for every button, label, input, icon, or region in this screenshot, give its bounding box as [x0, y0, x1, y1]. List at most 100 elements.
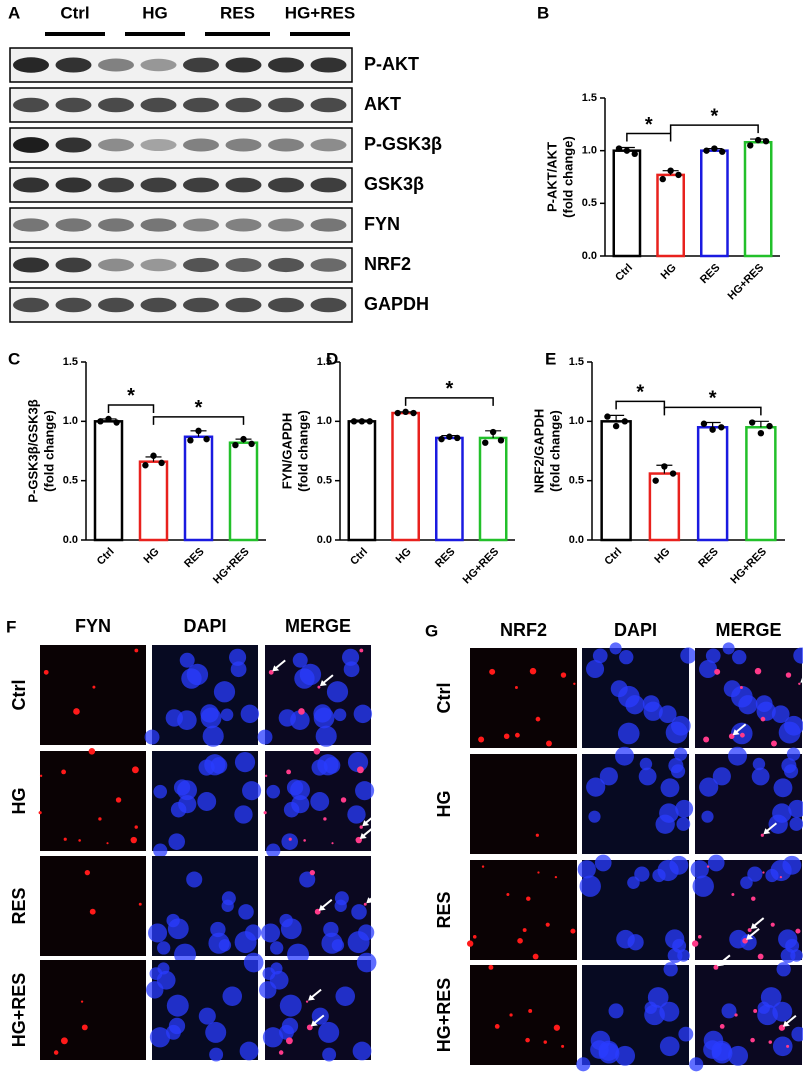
significance-bracket	[626, 132, 672, 142]
nucleus	[690, 860, 709, 879]
red-signal	[489, 668, 496, 675]
panel-letter: G	[425, 621, 438, 640]
red-signal	[106, 842, 109, 845]
protein-label: P-GSK3β	[364, 134, 442, 154]
micrograph-bg	[470, 754, 577, 854]
nucleus	[148, 923, 168, 943]
red-signal	[771, 740, 777, 747]
arrow-head	[310, 1020, 318, 1027]
y-tick-label: 1.5	[317, 356, 332, 368]
red-signal	[750, 1037, 755, 1043]
blot-band	[98, 218, 134, 232]
blot-band	[140, 258, 177, 272]
bar	[743, 140, 773, 258]
blot-band	[98, 258, 134, 272]
nucleus	[269, 970, 289, 990]
blot-band	[310, 258, 347, 272]
blot-band	[98, 138, 134, 152]
nucleus	[313, 707, 335, 729]
micrograph	[690, 854, 803, 964]
nucleus	[335, 986, 356, 1006]
blot-band	[140, 58, 177, 72]
protein-label: GSK3β	[364, 174, 424, 194]
x-tick-label: RES	[433, 546, 457, 570]
red-signal	[770, 922, 775, 927]
panel-letter: F	[6, 617, 16, 636]
channel-label: NRF2	[500, 620, 547, 640]
micrograph	[40, 645, 146, 745]
red-signal	[714, 668, 721, 675]
nucleus	[229, 648, 247, 666]
data-point	[240, 435, 247, 443]
blot-band	[13, 297, 49, 313]
data-point	[438, 435, 445, 443]
data-point	[195, 427, 202, 435]
data-point	[748, 419, 756, 426]
nucleus	[791, 1026, 803, 1042]
red-signal	[535, 716, 541, 722]
blot-band	[268, 257, 304, 273]
nucleus	[290, 710, 310, 730]
red-signal	[697, 935, 702, 939]
x-tick-label: Ctrl	[602, 546, 624, 568]
nucleus	[751, 767, 770, 786]
red-signal	[532, 953, 539, 960]
blot-band	[140, 138, 177, 152]
nucleus	[186, 871, 203, 888]
nucleus	[673, 747, 688, 761]
red-signal	[537, 871, 540, 874]
nucleus	[197, 792, 217, 811]
nucleus	[627, 934, 644, 951]
nucleus	[198, 1007, 216, 1025]
y-tick-label: 0.0	[582, 250, 597, 262]
red-signal	[331, 842, 334, 845]
nucleus	[299, 663, 322, 686]
panel-letter: C	[8, 349, 20, 368]
nucleus	[240, 704, 260, 724]
red-signal	[89, 908, 96, 915]
bar	[700, 149, 729, 258]
nucleus	[786, 747, 801, 761]
bar	[745, 426, 777, 542]
row-label: HG+RES	[434, 978, 454, 1053]
blot-band	[310, 218, 347, 232]
y-tick-label: 1.5	[569, 356, 584, 368]
nucleus	[765, 868, 779, 883]
nucleus	[208, 932, 230, 954]
blot-band	[98, 58, 134, 72]
red-signal	[779, 875, 783, 879]
micrograph	[148, 856, 262, 966]
row-label: HG+RES	[9, 973, 29, 1048]
row-label: RES	[434, 891, 454, 928]
data-point	[402, 408, 409, 416]
red-signal	[526, 896, 531, 901]
nucleus	[186, 663, 209, 686]
data-point	[482, 439, 489, 446]
y-axis-label: (fold change)	[295, 410, 310, 492]
row-label: HG	[434, 791, 454, 818]
nucleus	[590, 1040, 609, 1059]
nucleus	[283, 801, 300, 818]
blot-band	[55, 137, 92, 153]
nucleus	[615, 1045, 636, 1066]
micrograph-bg	[470, 965, 577, 1065]
red-signal	[359, 825, 363, 829]
arrow-head	[366, 897, 374, 904]
nucleus	[245, 924, 262, 941]
nucleus	[665, 721, 688, 744]
bar	[183, 435, 214, 542]
blot-band	[183, 138, 219, 152]
red-signal	[134, 648, 139, 653]
bar	[435, 436, 464, 542]
nucleus	[576, 1057, 591, 1072]
nucleus	[658, 705, 677, 724]
channel-label: DAPI	[183, 616, 226, 636]
significance-bracket	[152, 416, 245, 425]
blot-band	[140, 218, 177, 232]
panel-letter: A	[8, 3, 20, 22]
nucleus	[299, 871, 316, 888]
blot-band	[183, 218, 219, 232]
micrograph	[466, 860, 577, 960]
nucleus	[728, 1045, 749, 1066]
bar	[696, 426, 729, 542]
